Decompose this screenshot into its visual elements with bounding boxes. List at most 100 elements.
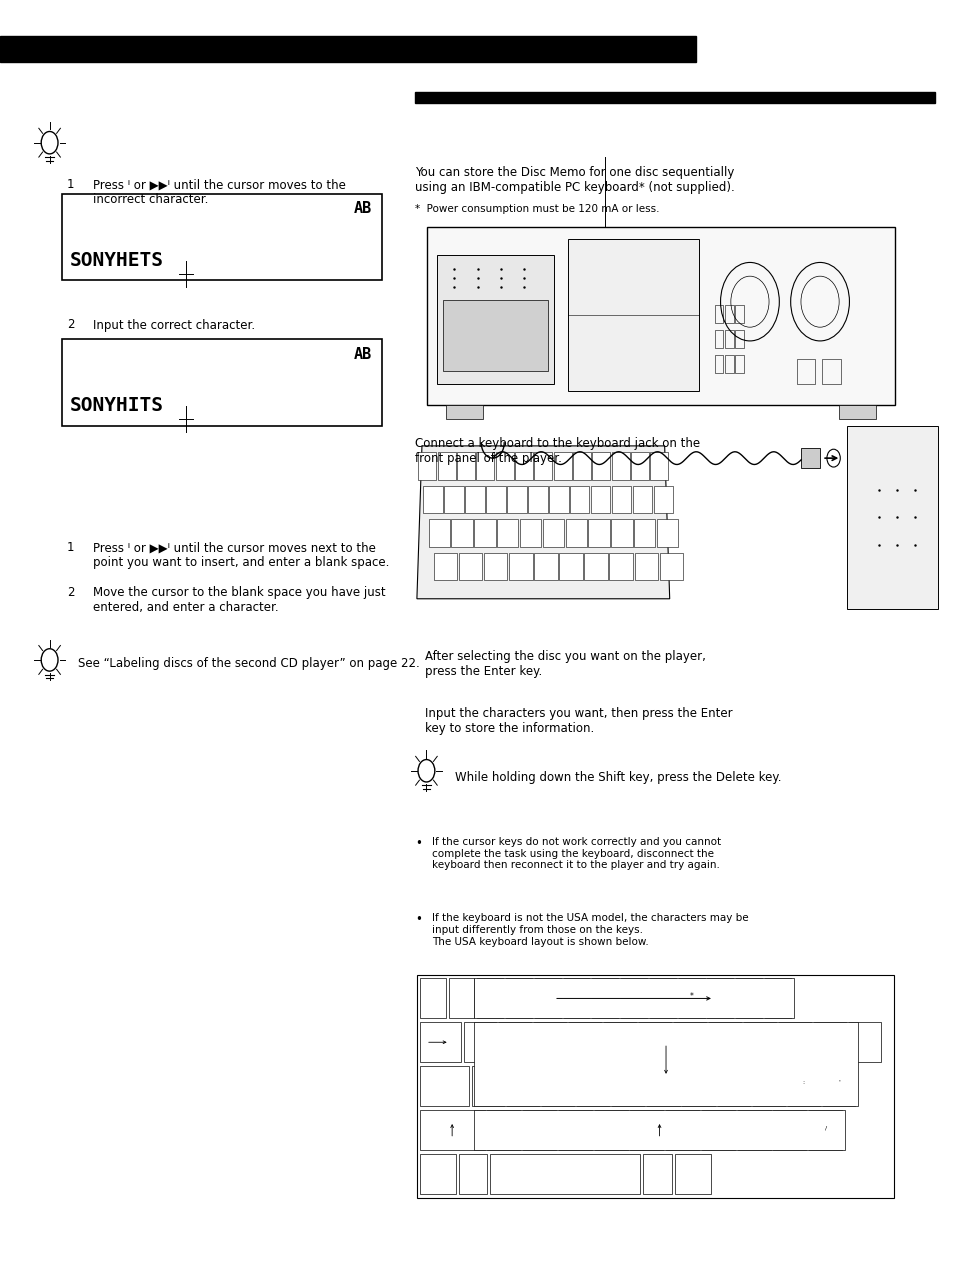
Text: :: :: [801, 1079, 804, 1084]
Bar: [736, 978, 761, 1018]
Text: Move the cursor to the blank space you have just
entered, and enter a character.: Move the cursor to the blank space you h…: [93, 586, 386, 614]
Bar: [647, 1066, 679, 1106]
Bar: [534, 452, 552, 479]
Bar: [522, 1110, 556, 1150]
Bar: [465, 485, 484, 513]
Bar: [594, 1110, 627, 1150]
Bar: [476, 452, 494, 479]
Bar: [570, 485, 589, 513]
Bar: [541, 1066, 574, 1106]
Bar: [752, 1066, 784, 1106]
Bar: [444, 485, 463, 513]
Bar: [848, 1022, 880, 1063]
Bar: [448, 978, 474, 1018]
Bar: [446, 405, 483, 419]
Text: If the cursor keys do not work correctly and you cannot
complete the task using : If the cursor keys do not work correctly…: [432, 837, 720, 870]
Bar: [433, 553, 456, 581]
Bar: [506, 1066, 538, 1106]
Bar: [584, 553, 607, 581]
Bar: [681, 1066, 714, 1106]
Bar: [474, 1022, 857, 1106]
Bar: [714, 330, 722, 348]
Bar: [62, 194, 381, 280]
Text: You can store the Disc Memo for one disc sequentially
using an IBM-compatible PC: You can store the Disc Memo for one disc…: [415, 166, 734, 194]
Bar: [838, 405, 875, 419]
Bar: [632, 485, 652, 513]
Bar: [649, 978, 675, 1018]
Text: *: *: [689, 992, 693, 1001]
Bar: [577, 1066, 609, 1106]
Bar: [534, 1022, 565, 1063]
Bar: [808, 1110, 841, 1150]
Bar: [476, 978, 502, 1018]
Bar: [735, 355, 743, 373]
Text: *  Power consumption must be 120 mA or less.: * Power consumption must be 120 mA or le…: [415, 204, 659, 214]
Bar: [553, 452, 571, 479]
Bar: [590, 485, 610, 513]
Bar: [496, 452, 513, 479]
Bar: [563, 978, 589, 1018]
Polygon shape: [416, 446, 669, 599]
Bar: [487, 1110, 519, 1150]
Bar: [418, 452, 436, 479]
Bar: [423, 485, 442, 513]
Bar: [519, 520, 540, 547]
Bar: [724, 306, 733, 324]
Bar: [634, 520, 655, 547]
Bar: [463, 1022, 496, 1063]
Bar: [609, 553, 633, 581]
Text: 2: 2: [67, 586, 74, 599]
Bar: [813, 1022, 845, 1063]
Bar: [735, 330, 743, 348]
Bar: [796, 359, 815, 383]
Bar: [419, 1022, 460, 1063]
Bar: [549, 485, 568, 513]
Bar: [558, 1110, 591, 1150]
Bar: [472, 1066, 503, 1106]
Bar: [515, 452, 533, 479]
Text: See “Labeling discs of the second CD player” on page 22.: See “Labeling discs of the second CD pla…: [78, 657, 419, 670]
Bar: [630, 1110, 662, 1150]
Bar: [707, 978, 733, 1018]
Bar: [490, 1154, 639, 1194]
Bar: [507, 485, 526, 513]
Bar: [611, 485, 631, 513]
Bar: [565, 520, 586, 547]
Bar: [611, 520, 632, 547]
Bar: [634, 553, 658, 581]
Bar: [592, 978, 618, 1018]
Bar: [567, 240, 698, 391]
Text: Input the characters you want, then press the Enter
key to store the information: Input the characters you want, then pres…: [424, 707, 731, 735]
Text: /: /: [823, 1125, 826, 1130]
Text: Input the correct character.: Input the correct character.: [93, 318, 255, 331]
Bar: [650, 452, 667, 479]
Bar: [498, 1022, 531, 1063]
Bar: [428, 520, 450, 547]
Text: •: •: [415, 837, 421, 850]
Bar: [436, 255, 553, 383]
Bar: [458, 1154, 487, 1194]
Bar: [735, 306, 743, 324]
Bar: [437, 452, 456, 479]
Bar: [509, 553, 532, 581]
Bar: [486, 485, 505, 513]
Bar: [724, 330, 733, 348]
Bar: [639, 1022, 670, 1063]
Bar: [535, 978, 560, 1018]
Bar: [612, 1066, 644, 1106]
Text: 1: 1: [67, 178, 74, 191]
Bar: [416, 975, 893, 1198]
Text: While holding down the Shift key, press the Delete key.: While holding down the Shift key, press …: [455, 771, 781, 784]
Bar: [458, 553, 482, 581]
Text: AB: AB: [354, 201, 372, 217]
Text: •: •: [415, 913, 421, 926]
Text: If the keyboard is not the USA model, the characters may be
input differently fr: If the keyboard is not the USA model, th…: [432, 913, 748, 947]
Bar: [611, 452, 629, 479]
Bar: [678, 978, 704, 1018]
Bar: [456, 452, 475, 479]
Bar: [568, 1022, 600, 1063]
Bar: [588, 520, 609, 547]
Bar: [657, 520, 678, 547]
Bar: [62, 339, 381, 426]
Bar: [419, 978, 445, 1018]
